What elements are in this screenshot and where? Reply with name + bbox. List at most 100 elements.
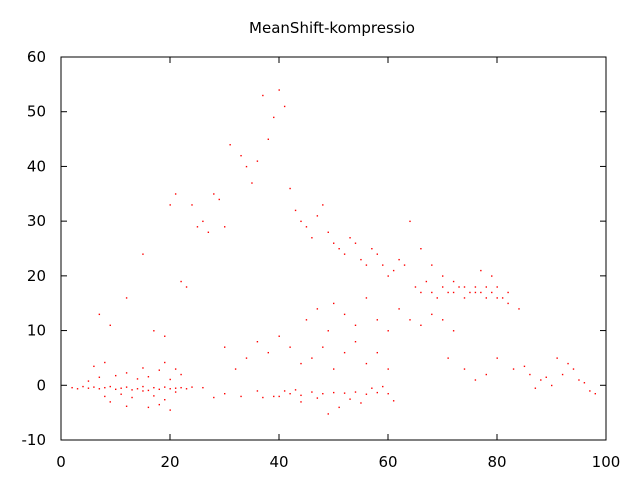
data-point [561,373,564,376]
data-point [87,380,90,382]
data-point [447,291,449,294]
data-point [507,302,509,305]
data-point [365,393,368,395]
data-point [338,248,340,250]
data-point [354,391,357,393]
data-point [534,387,537,389]
data-point [125,297,128,299]
data-point [136,388,139,390]
data-point [164,399,166,401]
data-point [191,386,193,388]
scatter-series [71,89,596,415]
data-point [98,388,101,390]
data-point [147,406,150,409]
data-point [452,280,455,283]
data-point [283,390,286,392]
data-point [300,401,302,403]
data-point [485,286,487,288]
data-point [120,387,122,389]
data-point [392,400,395,402]
data-point [572,368,575,370]
data-point [207,231,210,233]
data-point [365,362,368,365]
data-point [583,382,586,384]
data-point [431,313,433,316]
data-point [202,220,204,223]
data-point [115,388,117,391]
data-point [371,248,373,250]
data-point [218,198,220,201]
data-point [349,398,351,400]
y-tick-label: 30 [27,212,46,230]
data-point [294,209,297,212]
data-point [523,365,526,368]
data-point [442,319,444,321]
data-point [174,387,177,389]
data-point [545,376,547,378]
data-point [125,372,128,374]
data-point [578,379,580,381]
data-point [316,215,319,217]
data-point [382,385,384,388]
data-point [349,237,351,239]
y-tick-label: 50 [27,103,46,121]
x-tick-label: 40 [269,453,288,471]
data-point [98,313,101,316]
data-point [147,389,150,392]
data-point [158,388,160,391]
data-point [507,291,509,294]
data-point [87,387,90,389]
data-point [169,378,171,381]
data-point [529,373,531,376]
data-point [125,386,128,388]
data-point [376,253,378,255]
data-point [491,275,493,277]
data-point [300,220,302,223]
y-tick-label: 20 [27,267,46,285]
data-point [164,361,166,364]
data-point [496,357,498,359]
data-point [431,264,433,266]
y-tick-label: 0 [36,376,46,394]
data-point [213,193,215,195]
data-point [115,374,117,377]
data-point [93,365,95,368]
data-point [104,395,106,398]
data-point [491,291,493,294]
data-point [142,390,144,392]
data-point [343,313,346,316]
data-point [311,357,313,359]
data-point [153,395,155,397]
data-point [589,390,591,392]
data-point [305,226,308,228]
data-point [322,392,324,395]
data-point [387,275,389,277]
data-point [224,392,226,395]
data-point [185,388,188,390]
data-point [327,231,329,233]
data-point [267,351,269,354]
data-point [169,204,171,206]
y-tick-label: 10 [27,322,46,340]
data-point [71,386,73,389]
data-point [273,116,275,119]
x-tick-label: 20 [160,453,179,471]
data-point [294,389,297,391]
data-point [109,385,111,388]
data-point [104,386,106,389]
data-point [185,286,188,288]
x-tick-label: 100 [592,453,621,471]
axis-ticks: 0 20 40 60 80 100 -10 0 10 20 30 40 50 60 [22,48,621,471]
data-point [142,253,144,255]
data-point [501,297,504,299]
data-point [463,297,466,299]
data-point [147,376,150,378]
data-point [158,403,160,406]
data-point [136,378,139,380]
data-point [485,373,487,376]
data-point [354,341,357,343]
data-point [174,391,177,393]
data-point [289,187,291,190]
data-point [316,308,319,310]
y-tick-label: 60 [27,48,46,66]
